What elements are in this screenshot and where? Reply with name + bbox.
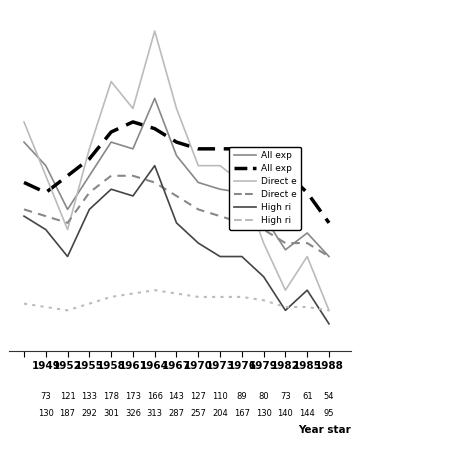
- Text: 110: 110: [212, 392, 228, 401]
- Text: 54: 54: [324, 392, 334, 401]
- Text: 257: 257: [191, 409, 206, 418]
- Text: 61: 61: [302, 392, 312, 401]
- Text: 130: 130: [38, 409, 54, 418]
- Text: 73: 73: [280, 392, 291, 401]
- Text: 167: 167: [234, 409, 250, 418]
- Text: 143: 143: [169, 392, 184, 401]
- Text: 313: 313: [147, 409, 163, 418]
- Text: 133: 133: [82, 392, 97, 401]
- Legend: All exp, All exp, Direct e, Direct e, High ri, High ri: All exp, All exp, Direct e, Direct e, Hi…: [229, 146, 301, 230]
- Text: 178: 178: [103, 392, 119, 401]
- Text: 73: 73: [40, 392, 51, 401]
- Text: 166: 166: [147, 392, 163, 401]
- Text: 89: 89: [237, 392, 247, 401]
- Text: 187: 187: [60, 409, 75, 418]
- Text: 326: 326: [125, 409, 141, 418]
- Text: 292: 292: [82, 409, 97, 418]
- Text: 130: 130: [255, 409, 272, 418]
- Text: 80: 80: [258, 392, 269, 401]
- Text: 204: 204: [212, 409, 228, 418]
- Text: 144: 144: [299, 409, 315, 418]
- Text: 121: 121: [60, 392, 75, 401]
- Text: Year star: Year star: [298, 425, 351, 435]
- Text: 95: 95: [324, 409, 334, 418]
- Text: 173: 173: [125, 392, 141, 401]
- Text: 287: 287: [168, 409, 184, 418]
- Text: 127: 127: [191, 392, 206, 401]
- Text: 140: 140: [278, 409, 293, 418]
- Text: 301: 301: [103, 409, 119, 418]
